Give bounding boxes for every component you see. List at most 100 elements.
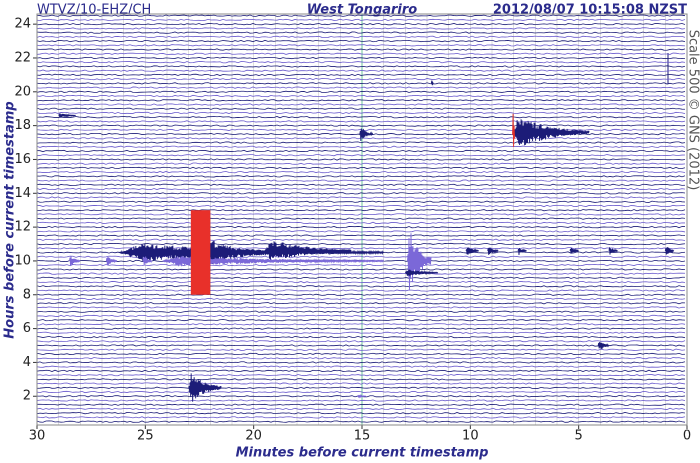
scale-note: Scale 500 © GNS (2012) (686, 30, 700, 191)
trace-row (36, 217, 686, 220)
trace-row (36, 149, 686, 153)
trace-row (36, 78, 686, 81)
y-tick-label: 14 (14, 186, 31, 201)
trace-row (36, 99, 686, 102)
plot-border (36, 13, 688, 426)
trace-row (36, 280, 686, 284)
trace-row (36, 276, 686, 279)
x-tick-label: 10 (462, 429, 479, 444)
trace-row (36, 171, 686, 174)
x-tick-label: 20 (245, 429, 262, 444)
trace-row (36, 319, 686, 322)
seismic-event (517, 248, 527, 255)
trace-row (36, 183, 686, 186)
trace-row (36, 82, 686, 85)
trace-row (36, 230, 686, 233)
seismic-event (142, 256, 153, 266)
trace-row (36, 209, 686, 212)
trace-row (36, 297, 686, 301)
trace-row (36, 238, 686, 241)
seismic-event (608, 247, 618, 255)
y-tick-label: 22 (14, 50, 31, 65)
trace-row (36, 412, 686, 415)
trace-row (36, 48, 686, 51)
trace-row (36, 103, 686, 106)
trace-row (36, 73, 686, 77)
trace-row (36, 242, 686, 246)
trace-row (36, 187, 686, 191)
trace-row (36, 137, 686, 140)
trace-row (36, 306, 686, 309)
trace-row (36, 18, 686, 22)
trace-row (36, 44, 686, 47)
trace-row (36, 204, 686, 208)
trace-row (36, 357, 686, 360)
trace-row (36, 196, 686, 199)
trace-row (36, 158, 686, 161)
trace-row (36, 111, 686, 115)
trace-row (36, 272, 686, 275)
trace-row (36, 128, 686, 131)
trace-row (36, 365, 686, 368)
trace-row (36, 225, 686, 229)
seismic-event (487, 247, 499, 255)
y-tick-label: 8 (23, 287, 31, 302)
seismic-event (465, 247, 479, 255)
y-tick-label: 16 (14, 152, 31, 167)
plot-area (33, 13, 688, 429)
seismic-event (359, 128, 374, 142)
seismic-event (569, 248, 579, 254)
trace-row (36, 52, 686, 55)
seismic-event (357, 393, 367, 399)
trace-row (36, 302, 686, 305)
trace-row (36, 179, 686, 182)
trace-row (36, 39, 686, 43)
trace-row (36, 340, 686, 343)
trace-row (36, 390, 686, 394)
trace-row (36, 382, 686, 385)
y-axis-label: Hours before current timestamp (3, 101, 18, 338)
y-tick-label: 10 (14, 253, 31, 268)
seismic-event (407, 233, 432, 290)
x-axis-label: Minutes before current timestamp (236, 446, 489, 461)
trace-row (36, 352, 686, 356)
trace-row (36, 162, 686, 165)
seismic-event (512, 113, 516, 147)
x-tick-label: 0 (683, 429, 691, 444)
y-tick-label: 18 (14, 118, 31, 133)
seismic-event (430, 80, 434, 86)
seismic-event (69, 256, 81, 266)
seismic-event (664, 247, 675, 255)
trace-row (36, 293, 686, 296)
trace-row (36, 386, 686, 389)
trace-row (36, 166, 686, 170)
trace-row (36, 403, 686, 406)
trace-row (36, 175, 686, 178)
trace-row (36, 335, 686, 339)
y-tick-label: 24 (14, 17, 31, 32)
trace-row (36, 120, 686, 123)
trace-row (36, 65, 686, 68)
y-tick-label: 20 (14, 84, 31, 99)
trace-row (36, 420, 686, 423)
trace-row (36, 213, 686, 216)
trace-row (36, 327, 686, 330)
trace-row (36, 331, 686, 334)
x-tick-label: 5 (575, 429, 583, 444)
seismic-event (105, 256, 118, 266)
trace-row (36, 56, 686, 60)
trace-row (36, 264, 686, 267)
trace-row (36, 35, 686, 39)
trace-row (36, 90, 686, 93)
trace-row (36, 141, 686, 144)
seismic-event (597, 341, 610, 350)
trace-row (36, 344, 686, 347)
y-tick-label: 4 (23, 355, 31, 370)
x-tick-label: 15 (354, 429, 371, 444)
trace-row (36, 94, 686, 98)
trace-row (36, 378, 686, 381)
trace-row (36, 86, 686, 89)
trace-row (36, 399, 686, 402)
seismic-event (58, 113, 76, 118)
